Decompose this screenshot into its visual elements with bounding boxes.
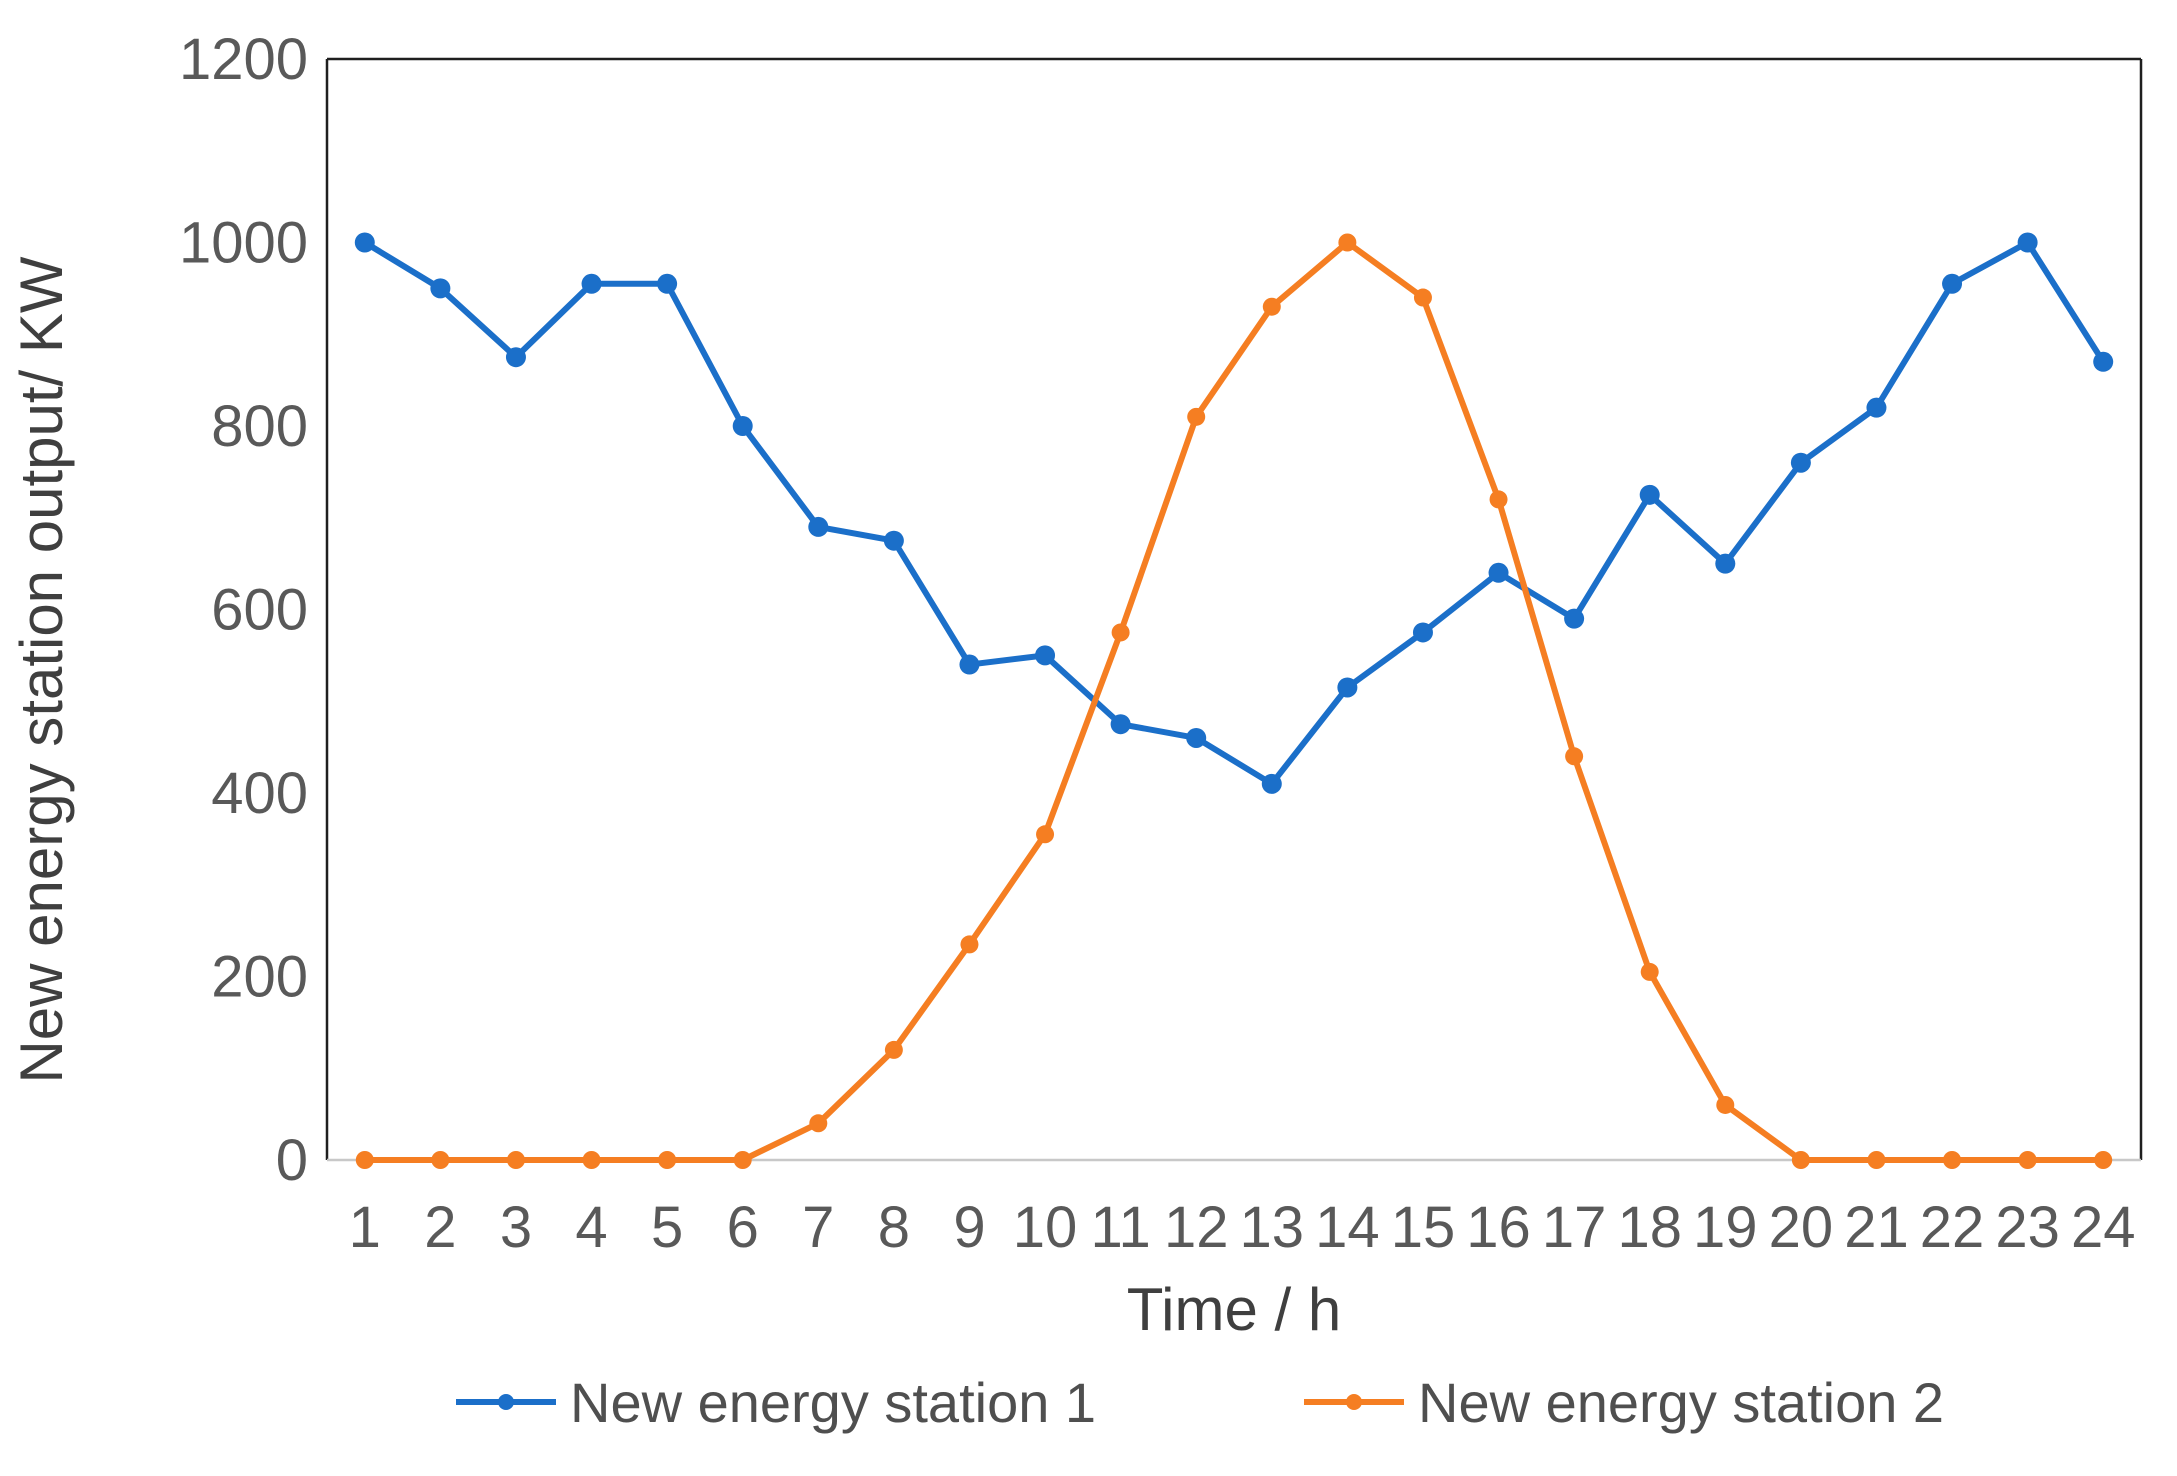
data-point-marker-station-2 bbox=[1111, 623, 1130, 642]
data-point-marker-station-1 bbox=[1488, 562, 1509, 583]
data-point-marker-station-2 bbox=[355, 1151, 374, 1169]
y-tick-label: 200 bbox=[211, 945, 308, 1010]
data-point-marker-station-1 bbox=[1942, 273, 1963, 294]
data-point-marker-station-2 bbox=[506, 1151, 525, 1169]
legend-label-station-2: New energy station 2 bbox=[1418, 1371, 1944, 1434]
x-tick-label: 20 bbox=[1769, 1195, 1834, 1260]
x-tick-label: 2 bbox=[424, 1195, 456, 1260]
data-point-marker-station-2 bbox=[1489, 490, 1508, 509]
x-tick-label: 4 bbox=[575, 1195, 607, 1260]
data-point-marker-station-1 bbox=[505, 347, 526, 368]
data-point-marker-station-2 bbox=[2018, 1151, 2037, 1169]
x-tick-label: 24 bbox=[2071, 1195, 2136, 1260]
data-point-marker-station-2 bbox=[1565, 747, 1584, 766]
x-tick-label: 12 bbox=[1164, 1195, 1229, 1260]
legend-item-station-1: New energy station 1 bbox=[456, 1371, 1096, 1434]
data-point-marker-station-2 bbox=[960, 935, 979, 954]
legend-marker-dot-station-2 bbox=[1346, 1394, 1362, 1410]
x-tick-label: 23 bbox=[1995, 1195, 2060, 1260]
x-tick-label: 18 bbox=[1617, 1195, 1682, 1260]
data-point-marker-station-1 bbox=[1110, 714, 1131, 735]
data-point-marker-station-2 bbox=[1640, 962, 1659, 981]
data-point-marker-station-2 bbox=[1036, 825, 1055, 844]
x-tick-label: 3 bbox=[500, 1195, 532, 1260]
x-tick-label: 8 bbox=[878, 1195, 910, 1260]
data-point-marker-station-1 bbox=[1866, 397, 1887, 418]
data-point-marker-station-1 bbox=[1186, 727, 1207, 748]
data-point-marker-station-2 bbox=[1716, 1095, 1735, 1114]
data-point-marker-station-1 bbox=[959, 654, 980, 675]
series-line-station-2 bbox=[361, 239, 2107, 1163]
y-tick-label: 400 bbox=[211, 761, 308, 826]
y-tick-label: 600 bbox=[211, 578, 308, 643]
data-point-marker-station-1 bbox=[2017, 232, 2038, 253]
data-point-marker-station-2 bbox=[1262, 297, 1281, 316]
x-tick-label: 15 bbox=[1391, 1195, 1456, 1260]
y-axis-title: New energy station output/ KW bbox=[8, 256, 75, 1083]
data-point-marker-station-2 bbox=[884, 1040, 903, 1059]
y-axis-tick-labels: 0 200 400 600 800 1000 1200 bbox=[179, 27, 308, 1193]
x-tick-label: 16 bbox=[1466, 1195, 1531, 1260]
data-point-marker-station-1 bbox=[430, 278, 451, 299]
x-tick-label: 5 bbox=[651, 1195, 683, 1260]
x-tick-label: 1 bbox=[349, 1195, 381, 1260]
y-tick-label: 1000 bbox=[179, 211, 308, 276]
data-point-marker-station-1 bbox=[1564, 608, 1585, 629]
data-point-marker-station-1 bbox=[1261, 773, 1282, 794]
x-axis-tick-labels: 1 2 3 4 5 6 7 8 9 10 11 12 13 14 15 16 17 18 19 20 21 22 23 24 bbox=[349, 1195, 2136, 1260]
data-point-marker-station-1 bbox=[1337, 677, 1358, 698]
data-point-marker-station-2 bbox=[658, 1151, 677, 1169]
x-tick-label: 9 bbox=[953, 1195, 985, 1260]
legend-item-station-2: New energy station 2 bbox=[1304, 1371, 1944, 1434]
legend-label-station-1: New energy station 1 bbox=[570, 1371, 1096, 1434]
x-tick-label: 21 bbox=[1844, 1195, 1909, 1260]
data-point-marker-station-2 bbox=[1413, 288, 1432, 307]
series-line-station-1 bbox=[361, 239, 2107, 787]
data-point-marker-station-2 bbox=[809, 1114, 828, 1133]
data-point-marker-station-1 bbox=[1639, 484, 1660, 505]
data-point-marker-station-2 bbox=[1943, 1151, 1962, 1169]
data-point-marker-station-2 bbox=[2094, 1151, 2113, 1169]
legend: New energy station 1 New energy station … bbox=[456, 1371, 1944, 1434]
y-tick-label: 800 bbox=[211, 394, 308, 459]
data-point-marker-station-2 bbox=[733, 1151, 752, 1169]
data-point-marker-station-2 bbox=[1338, 233, 1357, 252]
data-point-marker-station-1 bbox=[883, 530, 904, 551]
data-point-marker-station-1 bbox=[1035, 645, 1056, 666]
data-point-marker-station-1 bbox=[1715, 553, 1736, 574]
data-point-marker-station-1 bbox=[657, 273, 678, 294]
y-tick-label: 1200 bbox=[179, 27, 308, 92]
legend-marker-dot-station-1 bbox=[498, 1394, 514, 1410]
x-tick-label: 17 bbox=[1542, 1195, 1607, 1260]
data-point-marker-station-1 bbox=[1790, 452, 1811, 473]
x-tick-label: 14 bbox=[1315, 1195, 1380, 1260]
data-point-marker-station-1 bbox=[808, 516, 829, 537]
x-tick-label: 6 bbox=[727, 1195, 759, 1260]
data-point-marker-station-1 bbox=[2093, 351, 2114, 372]
data-point-marker-station-1 bbox=[581, 273, 602, 294]
x-tick-label: 10 bbox=[1013, 1195, 1078, 1260]
series-layer bbox=[354, 232, 2114, 1169]
data-point-marker-station-1 bbox=[354, 232, 375, 253]
data-point-marker-station-2 bbox=[582, 1151, 601, 1169]
y-tick-label: 0 bbox=[276, 1128, 308, 1193]
data-point-marker-station-2 bbox=[1791, 1151, 1810, 1169]
x-axis-title: Time / h bbox=[1127, 1276, 1341, 1343]
data-point-marker-station-2 bbox=[1187, 407, 1206, 426]
x-tick-label: 7 bbox=[802, 1195, 834, 1260]
x-tick-label: 19 bbox=[1693, 1195, 1758, 1260]
data-point-marker-station-1 bbox=[1412, 622, 1433, 643]
x-tick-label: 13 bbox=[1240, 1195, 1305, 1260]
x-tick-label: 22 bbox=[1920, 1195, 1985, 1260]
x-tick-label: 11 bbox=[1091, 1195, 1151, 1260]
data-point-marker-station-1 bbox=[732, 416, 753, 436]
plot-border bbox=[325, 57, 2143, 1162]
data-point-marker-station-2 bbox=[431, 1151, 450, 1169]
data-point-marker-station-2 bbox=[1867, 1151, 1886, 1169]
